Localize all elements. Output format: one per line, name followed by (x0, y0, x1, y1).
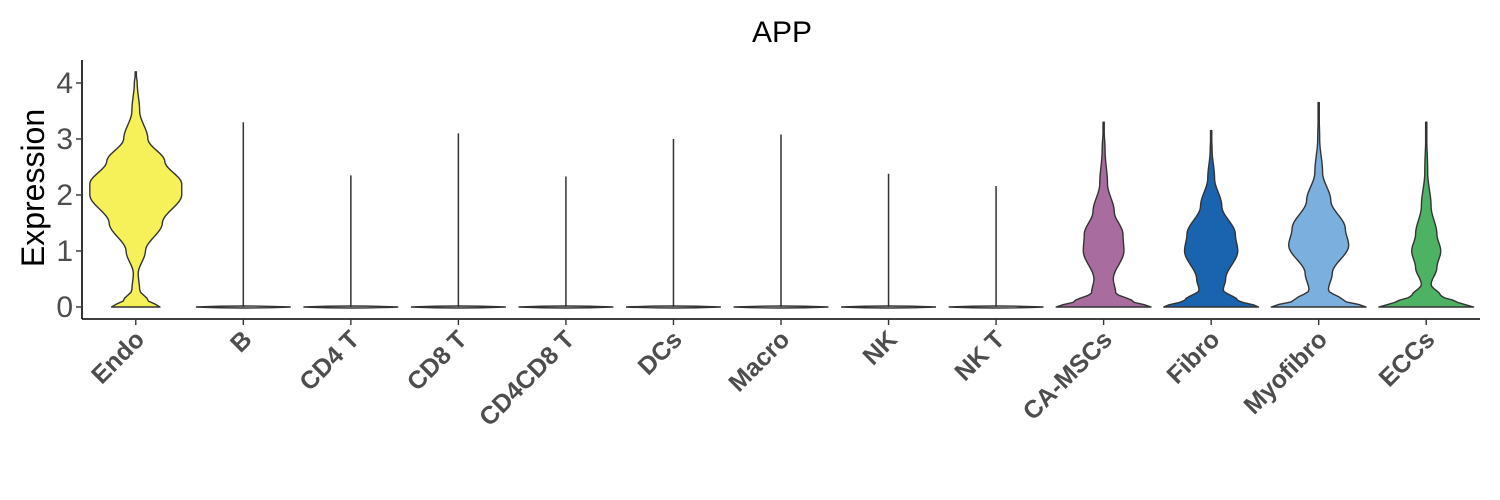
y-tick-label-3: 3 (56, 123, 73, 156)
violins-group (89, 71, 1475, 309)
x-tick-label-cd4cd8-t: CD4CD8 T (474, 325, 580, 431)
violin-fibro (1163, 129, 1260, 308)
x-tick-label-nk-t: NK T (949, 325, 1010, 386)
y-tick-label-1: 1 (56, 235, 73, 268)
y-axis-label: Expression (15, 109, 51, 267)
violin-ca-mscs (1055, 121, 1152, 308)
x-tick-label-cd8-t: CD8 T (402, 325, 473, 396)
y-tick-label-0: 0 (56, 291, 73, 324)
x-tick-label-fibro: Fibro (1161, 325, 1225, 389)
y-ticks-group: 0 1 2 3 4 (56, 67, 82, 324)
y-tick-label-4: 4 (56, 67, 73, 100)
x-tick-label-macro: Macro (723, 325, 795, 397)
violin-myofibro (1270, 101, 1367, 308)
chart-title: APP (752, 16, 812, 49)
violin-endo (89, 71, 183, 308)
x-tick-label-myofibro: Myofibro (1239, 325, 1333, 419)
x-tick-label-cd4-t: CD4 T (294, 325, 365, 396)
x-ticks-group: Endo B CD4 T CD8 T CD4CD8 T DCs Macro NK NK T CA-… (86, 319, 1440, 432)
violin-eccs (1378, 121, 1475, 308)
x-tick-label-ca-mscs: CA-MSCs (1018, 325, 1118, 425)
x-tick-label-dcs: DCs (633, 325, 688, 380)
x-tick-label-endo: Endo (86, 325, 150, 389)
y-tick-label-2: 2 (56, 179, 73, 212)
x-tick-label-b: B (225, 325, 258, 358)
x-tick-label-nk: NK (857, 325, 902, 370)
x-tick-label-eccs: ECCs (1374, 325, 1441, 392)
